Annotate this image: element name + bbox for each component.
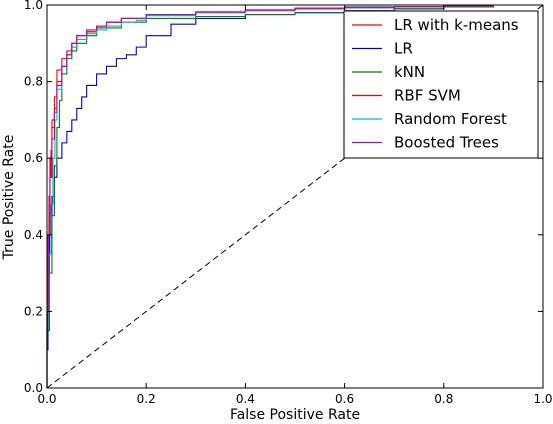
- legend: LR with k-means LR kNN RBF SVM Random Forest…: [343, 10, 539, 159]
- y-tick-label: 0.2: [24, 304, 43, 318]
- y-tick-label: 1.0: [24, 0, 43, 12]
- legend-label: LR: [394, 40, 413, 58]
- x-tick-label: 0.0: [37, 392, 56, 406]
- plot-frame: [46, 4, 544, 389]
- legend-label: LR with k-means: [394, 16, 519, 34]
- x-tick-label: 0.6: [335, 392, 354, 406]
- y-tick-label: 0.8: [24, 75, 43, 89]
- legend-label: Random Forest: [394, 110, 507, 128]
- y-axis-label: True Positive Rate: [1, 135, 17, 261]
- legend-label: RBF SVM: [394, 87, 461, 105]
- y-tick-label: 0.0: [24, 381, 43, 395]
- x-tick-label: 0.2: [137, 392, 156, 406]
- x-tick-label: 0.8: [434, 392, 453, 406]
- x-axis-label: False Positive Rate: [230, 407, 360, 423]
- x-tick-label: 0.4: [236, 392, 255, 406]
- legend-box: [343, 10, 539, 159]
- y-tick-label: 0.4: [24, 228, 43, 242]
- x-tick-label: 1.0: [533, 392, 552, 406]
- legend-label: Boosted Trees: [394, 134, 499, 152]
- y-tick-label: 0.6: [24, 151, 43, 165]
- ticks-layer: 0.0 0.2 0.4 0.6 0.8 1.0 0.0 0.2 0.4 0.6 0.8 1.0: [24, 0, 553, 406]
- legend-label: kNN: [394, 63, 425, 81]
